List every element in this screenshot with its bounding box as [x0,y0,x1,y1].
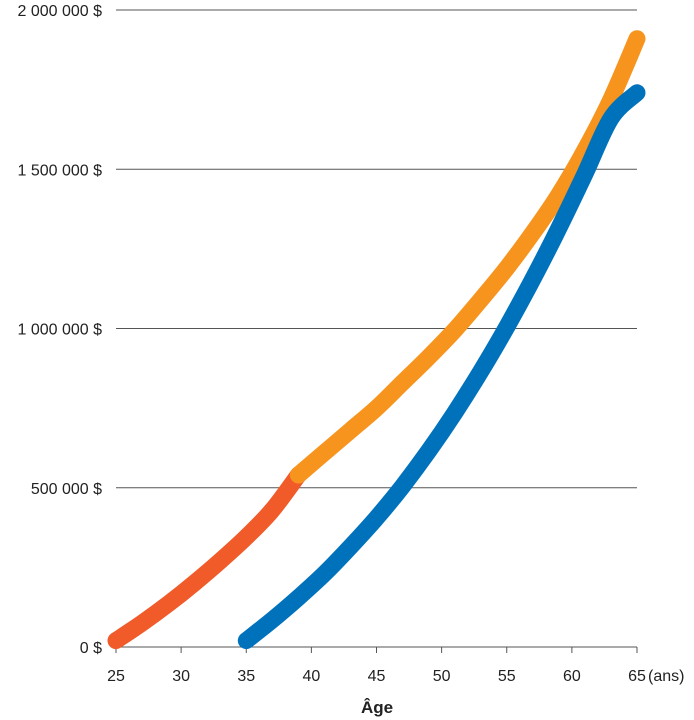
y-tick-label: 2 000 000 $ [17,3,102,20]
grid-lines [115,9,638,653]
series-layer [107,30,646,650]
x-tick-label: 40 [302,668,320,685]
y-tick-label: 0 $ [80,640,102,657]
y-tick-label: 500 000 $ [31,481,102,498]
x-tick-label: 25 [107,668,125,685]
y-tick-label: 1 000 000 $ [17,322,102,339]
x-tick-labels: 25 30 35 40 45 50 55 60 65 [107,668,646,685]
y-tick-label: 1 500 000 $ [17,162,102,179]
x-tick-label: 55 [498,668,516,685]
x-tick-label: 65 [628,668,646,685]
series-line-2 [237,84,646,650]
y-tick-labels: 0 $ 500 000 $ 1 000 000 $ 1 500 000 $ 2 000 … [17,3,102,657]
x-tick-label: 35 [237,668,255,685]
x-tick-label: 60 [563,668,581,685]
x-tick-label: 50 [433,668,451,685]
x-unit-label: (ans) [648,668,684,685]
x-axis-title: Âge [361,698,393,717]
series-line-0 [107,466,307,650]
x-tick-label: 45 [368,668,386,685]
x-tick-label: 30 [172,668,190,685]
series-line-1 [289,30,646,484]
